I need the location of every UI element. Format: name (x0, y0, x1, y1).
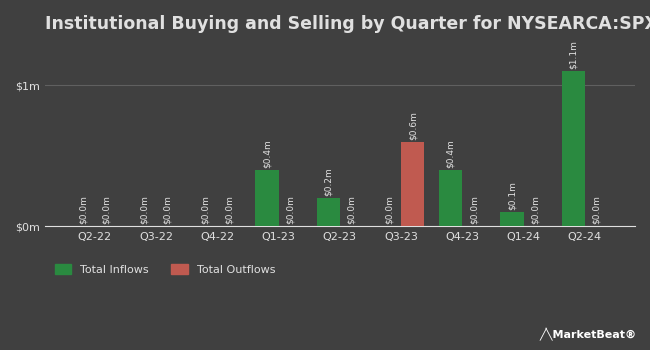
Legend: Total Inflows, Total Outflows: Total Inflows, Total Outflows (50, 260, 280, 279)
Text: $0.0m: $0.0m (140, 195, 149, 224)
Text: $0.0m: $0.0m (592, 195, 601, 224)
Text: $0.1m: $0.1m (508, 181, 517, 210)
Text: ╱╲MarketBeat®: ╱╲MarketBeat® (540, 327, 637, 340)
Bar (401, 142, 424, 226)
Text: $0.0m: $0.0m (347, 195, 356, 224)
Text: $0.0m: $0.0m (224, 195, 233, 224)
Bar (439, 170, 462, 226)
Text: $0.2m: $0.2m (324, 167, 333, 196)
Text: $0.4m: $0.4m (447, 139, 455, 168)
Text: $0.0m: $0.0m (163, 195, 172, 224)
Text: $0.0m: $0.0m (79, 195, 88, 224)
Text: Institutional Buying and Selling by Quarter for NYSEARCA:SPXE: Institutional Buying and Selling by Quar… (45, 15, 650, 33)
Bar (500, 212, 524, 226)
Text: $0.0m: $0.0m (531, 195, 540, 224)
Text: $0.0m: $0.0m (385, 195, 394, 224)
Text: $0.0m: $0.0m (469, 195, 478, 224)
Text: $1.1m: $1.1m (569, 40, 578, 69)
Bar (255, 170, 279, 226)
Text: $0.0m: $0.0m (286, 195, 294, 224)
Text: $0.0m: $0.0m (102, 195, 111, 224)
Bar (562, 71, 585, 226)
Text: $0.0m: $0.0m (202, 195, 210, 224)
Text: $0.6m: $0.6m (408, 111, 417, 140)
Bar (317, 198, 340, 226)
Text: $0.4m: $0.4m (263, 139, 272, 168)
